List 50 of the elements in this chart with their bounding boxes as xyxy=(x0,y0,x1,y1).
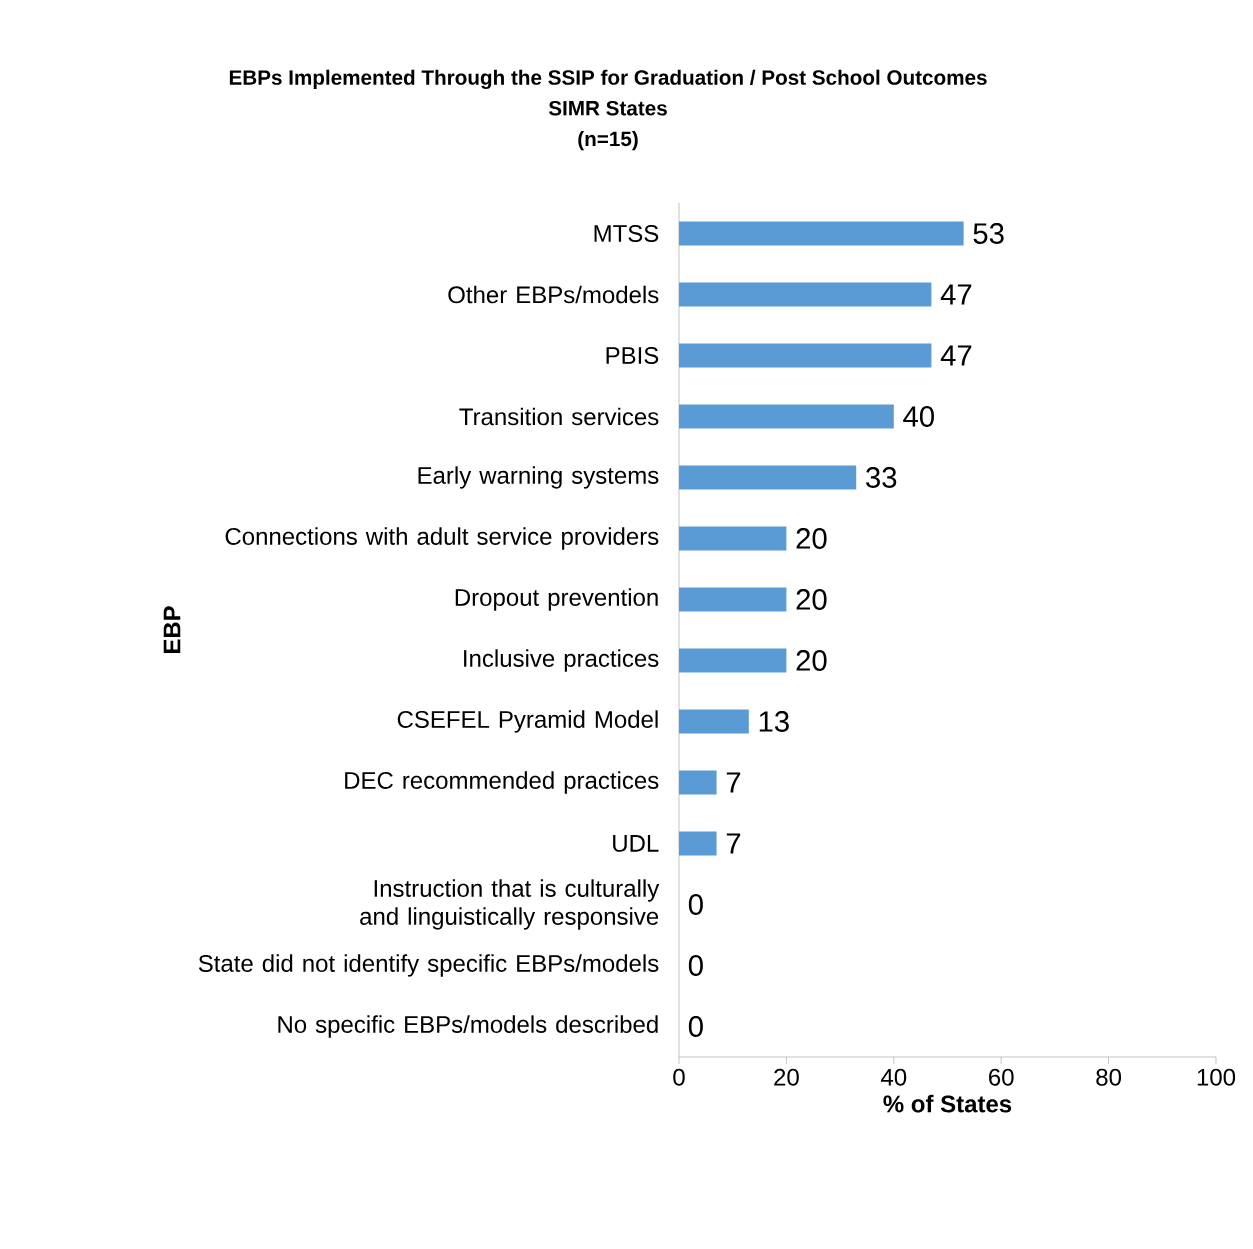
data-label: 13 xyxy=(759,711,789,732)
bar xyxy=(679,282,932,307)
data-label: 7 xyxy=(726,772,741,793)
x-tick-label: 40 xyxy=(881,1068,907,1086)
y-tick-label: No specific EBPs/models described xyxy=(278,1015,658,1038)
bar xyxy=(679,648,787,673)
chart-title: EBPs Implemented Through the SSIP for Graduation / Post School Outcomes xyxy=(229,69,987,90)
y-tick-label: Early warning systems xyxy=(418,466,659,489)
y-axis-title: EBP xyxy=(163,606,181,654)
data-label: 40 xyxy=(903,406,934,427)
bar xyxy=(679,221,964,246)
data-label: 20 xyxy=(796,650,827,671)
bar xyxy=(679,526,787,551)
bar xyxy=(679,404,894,429)
y-tick-label: Transition services xyxy=(459,407,659,426)
bar xyxy=(679,770,717,795)
y-tick-label: Connections with adult service providers xyxy=(225,527,659,550)
data-label: 20 xyxy=(796,589,827,610)
data-label: 20 xyxy=(796,528,827,549)
x-axis-title: % of States xyxy=(883,1094,1012,1113)
y-tick-label: Dropout prevention xyxy=(455,588,658,611)
x-tick-label: 0 xyxy=(673,1068,685,1086)
bar xyxy=(679,587,787,612)
bar xyxy=(679,831,717,856)
y-tick-label: Other EBPs/models xyxy=(448,285,659,304)
data-label: 53 xyxy=(973,223,1004,244)
data-label: 33 xyxy=(866,467,897,488)
y-tick-label: Inclusive practices xyxy=(464,649,659,672)
data-label: 0 xyxy=(688,955,703,976)
bar xyxy=(679,709,749,734)
x-tick-label: 20 xyxy=(774,1068,799,1086)
data-label: 7 xyxy=(726,833,741,854)
data-label: 47 xyxy=(940,345,972,366)
x-tick-label: 60 xyxy=(989,1068,1014,1086)
x-tick-label: 80 xyxy=(1096,1068,1122,1086)
y-tick-label: PBIS xyxy=(606,346,659,364)
text: (n=15) xyxy=(578,131,638,151)
data-label: 0 xyxy=(688,894,703,915)
bar xyxy=(679,465,857,490)
data-label: 47 xyxy=(940,284,972,305)
data-label: 0 xyxy=(688,1016,703,1037)
bar xyxy=(679,343,932,368)
y-tick-label: MTSS xyxy=(594,224,659,242)
y-tick-label: Instruction that is culturally and linguistically responsive xyxy=(360,879,660,930)
y-tick-label: CSEFEL Pyramid Model xyxy=(397,710,658,733)
y-tick-label: DEC recommended practices xyxy=(345,771,659,794)
y-tick-label: State did not identify specific EBPs/models xyxy=(198,954,659,977)
chart-subtitle: SIMR States xyxy=(548,100,667,116)
x-tick-label: 100 xyxy=(1197,1068,1236,1086)
y-tick-label: UDL xyxy=(613,835,659,852)
